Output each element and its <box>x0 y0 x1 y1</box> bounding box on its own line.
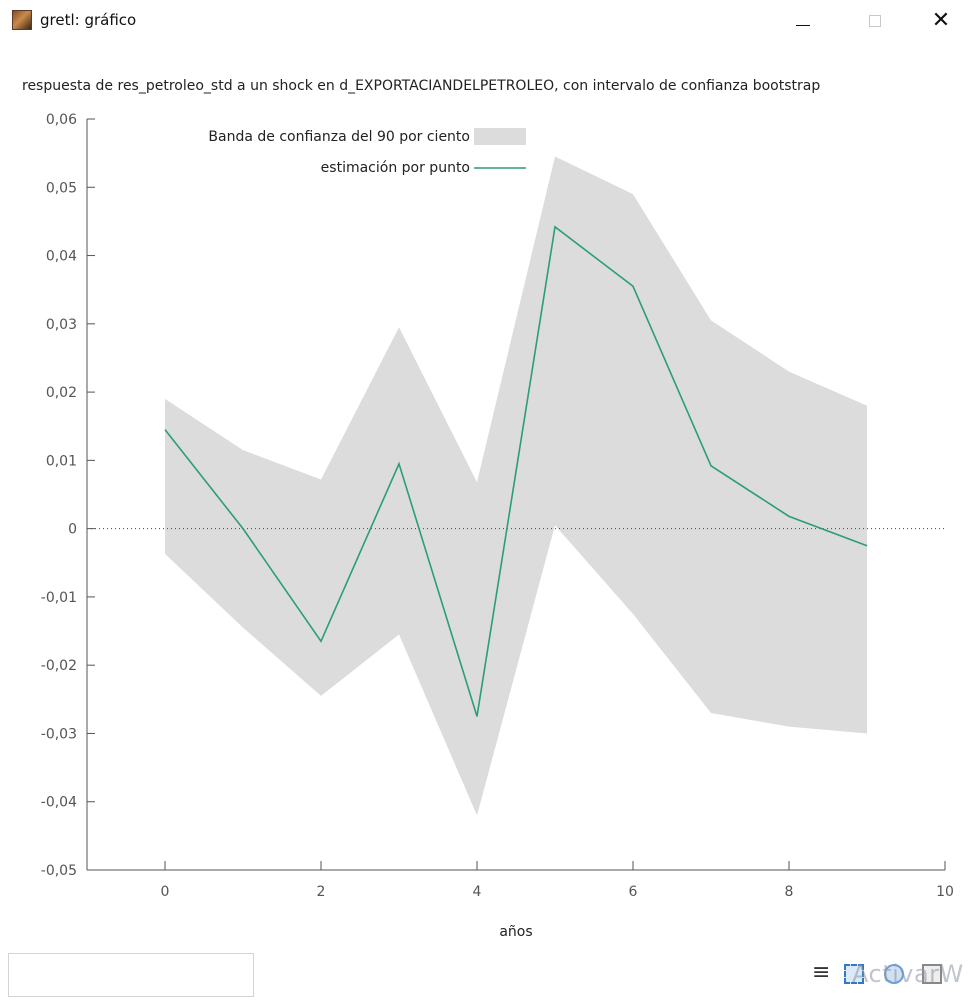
confidence-band-layer <box>165 156 867 816</box>
y-tick-label: 0,03 <box>46 317 77 333</box>
menu-icon[interactable]: ≡ <box>812 960 831 985</box>
x-tick-label: 4 <box>473 884 482 900</box>
chart-title: respuesta de res_petroleo_std a un shock… <box>22 78 820 94</box>
maximize-button[interactable] <box>852 4 898 38</box>
close-icon: ✕ <box>931 8 951 33</box>
y-tick-label: -0,04 <box>41 795 77 811</box>
legend-band-label: Banda de confianza del 90 por ciento <box>208 129 470 145</box>
gretl-app-icon <box>12 10 32 30</box>
x-axis-label: años <box>499 924 532 940</box>
legend: Banda de confianza del 90 por ciento esti… <box>208 128 526 176</box>
point-estimate-layer <box>164 225 868 717</box>
y-tick-label: 0,04 <box>46 249 77 265</box>
irf-chart: -0,05 -0,04 -0,03 -0,02 -0,01 0 0,01 0,02 0,03 0,… <box>22 78 954 940</box>
y-tick-label: -0,05 <box>41 863 77 879</box>
point-estimate-line <box>164 225 868 717</box>
close-button[interactable]: ✕ <box>918 4 964 38</box>
minimize-button[interactable] <box>780 4 826 38</box>
activation-watermark: ActivarW <box>852 960 964 988</box>
x-tick-label: 8 <box>785 884 794 900</box>
legend-line-label: estimación por punto <box>321 160 470 176</box>
command-input[interactable] <box>8 953 254 997</box>
y-tick-label: 0,01 <box>46 453 77 469</box>
axes-layer: -0,05 -0,04 -0,03 -0,02 -0,01 0 0,01 0,02 0,03 0,… <box>41 112 954 900</box>
y-tick-label: 0,02 <box>46 385 77 401</box>
y-tick-label: -0,03 <box>41 726 77 742</box>
maximize-icon <box>869 15 881 27</box>
window-icon[interactable] <box>922 964 942 984</box>
x-tick-label: 0 <box>161 884 170 900</box>
y-tick-label: 0,05 <box>46 180 77 196</box>
x-tick-label: 6 <box>629 884 638 900</box>
x-tick-label: 10 <box>936 884 954 900</box>
zoom-icon[interactable] <box>884 964 904 984</box>
minimize-icon <box>796 24 810 26</box>
x-tick-label: 2 <box>317 884 326 900</box>
y-tick-label: 0,06 <box>46 112 77 128</box>
window-title: gretl: gráfico <box>40 11 137 29</box>
confidence-band <box>165 156 867 816</box>
y-tick-label: -0,01 <box>41 590 77 606</box>
status-bar: ≡ ActivarW <box>0 952 978 1000</box>
title-bar: gretl: gráfico ✕ <box>0 0 978 44</box>
zoom-fit-icon[interactable] <box>844 964 864 984</box>
legend-band-swatch <box>474 128 526 145</box>
y-tick-label: -0,02 <box>41 658 77 674</box>
plot-area: -0,05 -0,04 -0,03 -0,02 -0,01 0 0,01 0,02 0,03 0,… <box>0 70 978 950</box>
y-tick-label: 0 <box>68 522 77 538</box>
